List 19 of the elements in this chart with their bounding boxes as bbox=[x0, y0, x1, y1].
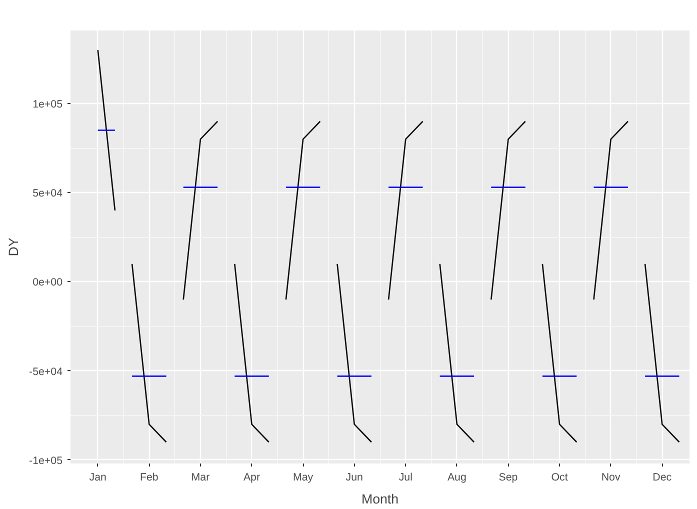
y-tick-label: 1e+05 bbox=[32, 98, 63, 111]
x-tick-label: May bbox=[292, 472, 314, 484]
x-tick-label: Aug bbox=[447, 472, 466, 484]
x-tick-label: Sep bbox=[498, 472, 518, 484]
x-tick-label: Jun bbox=[346, 472, 364, 484]
y-axis-title: DY bbox=[6, 238, 22, 256]
x-tick-label: Dec bbox=[652, 472, 672, 484]
x-tick-label: Oct bbox=[551, 472, 568, 484]
y-tick-label: 0e+00 bbox=[32, 276, 63, 289]
x-tick-label: Jul bbox=[398, 472, 412, 484]
x-tick-label: Apr bbox=[243, 472, 260, 484]
x-axis-title: Month bbox=[361, 492, 399, 506]
x-tick-label: Nov bbox=[601, 472, 621, 484]
y-tick-label: 5e+04 bbox=[32, 188, 63, 200]
y-tick-label: -5e+04 bbox=[29, 366, 63, 378]
y-tick-label: -1e+05 bbox=[29, 454, 63, 467]
x-tick-label: Jan bbox=[89, 472, 107, 484]
x-tick-label: Feb bbox=[140, 472, 158, 484]
x-tick-label: Mar bbox=[191, 472, 210, 484]
